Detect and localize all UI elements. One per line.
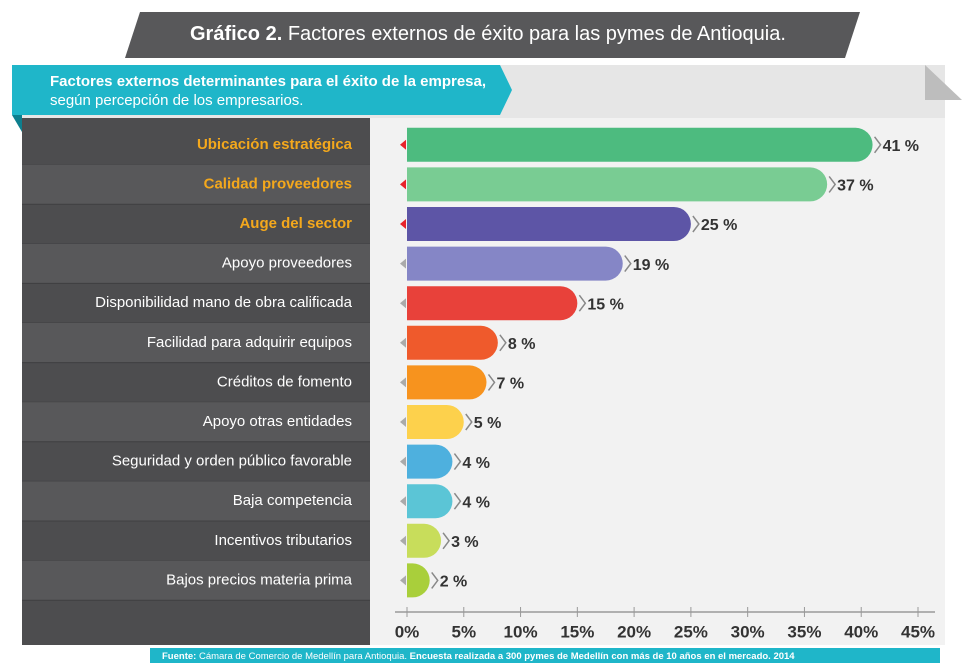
value-label: 5 %: [474, 415, 502, 432]
label-chevron: [578, 294, 587, 312]
value-label: 8 %: [508, 336, 536, 353]
category-label: Apoyo proveedores: [222, 255, 352, 272]
row-marker: [400, 258, 406, 269]
category-label: Disponibilidad mano de obra calificada: [95, 294, 352, 311]
row-marker: [400, 535, 406, 546]
value-label: 41 %: [883, 138, 919, 155]
row-stripe: [22, 323, 370, 363]
x-tick-label: 15%: [560, 622, 594, 641]
row-marker: [400, 139, 406, 150]
label-chevron: [487, 373, 496, 391]
category-label: Apoyo otras entidades: [203, 413, 352, 430]
bar: [407, 523, 442, 558]
value-label: 7 %: [496, 376, 524, 393]
row-marker: [400, 179, 406, 190]
row-marker: [400, 337, 406, 348]
x-tick-label: 40%: [844, 622, 878, 641]
category-label: Ubicación estratégica: [197, 136, 353, 153]
x-tick-label: 30%: [731, 622, 765, 641]
label-chevron: [692, 215, 700, 233]
chart-title: Gráfico 2. Factores externos de éxito pa…: [190, 23, 786, 45]
value-label: 25 %: [701, 217, 737, 234]
source-text: Cámara de Comercio de Medellín para Anti…: [199, 651, 407, 662]
source-bold: Fuente:: [162, 651, 196, 662]
label-panel: [22, 118, 370, 645]
subtitle-fold: [12, 115, 22, 132]
bar: [407, 167, 828, 202]
x-tick-label: 35%: [787, 622, 821, 641]
subtitle-bold: Factores externos determinantes para el …: [50, 73, 486, 90]
bar: [407, 286, 578, 321]
label-chevron: [442, 532, 451, 550]
label-chevron: [873, 136, 882, 154]
value-label: 15 %: [587, 296, 623, 313]
subtitle: según percepción de los empresarios.: [50, 92, 303, 109]
row-marker: [400, 496, 406, 507]
x-tick-label: 0%: [395, 622, 420, 641]
row-stripe: [22, 560, 370, 601]
x-tick-label: 45%: [901, 622, 935, 641]
value-label: 37 %: [837, 178, 873, 195]
label-chevron: [453, 492, 462, 510]
category-label: Seguridad y orden público favorable: [112, 453, 352, 470]
row-marker: [400, 219, 406, 229]
value-label: 2 %: [440, 574, 468, 591]
source: Fuente: Cámara de Comercio de Medellín p…: [162, 651, 795, 662]
row-stripe: [22, 481, 370, 521]
bar: [407, 444, 453, 479]
label-chevron: [828, 175, 837, 193]
label-chevron: [624, 255, 632, 273]
row-marker: [400, 298, 406, 309]
source-bar: [150, 648, 940, 663]
bar: [407, 484, 453, 519]
x-tick-label: 20%: [617, 622, 651, 641]
category-label: Baja competencia: [233, 492, 353, 509]
label-chevron: [453, 453, 462, 471]
x-tick-label: 25%: [674, 622, 708, 641]
row-marker: [400, 377, 406, 388]
bar: [407, 127, 873, 162]
bar: [407, 246, 623, 281]
title-text: Factores externos de éxito para las pyme…: [288, 23, 786, 45]
label-chevron: [499, 334, 507, 352]
category-label: Calidad proveedores: [204, 175, 352, 192]
row-marker: [400, 456, 406, 467]
category-label: Créditos de fomento: [217, 373, 352, 390]
bar: [407, 365, 487, 400]
category-label: Bajos precios materia prima: [166, 571, 353, 588]
corner-fold: [925, 65, 962, 100]
title-bold: Gráfico 2.: [190, 23, 282, 45]
title-banner: [125, 12, 860, 58]
row-marker: [400, 575, 406, 586]
label-chevron: [465, 413, 473, 431]
row-marker: [400, 417, 406, 427]
x-tick-label: 10%: [504, 622, 538, 641]
value-label: 4 %: [462, 494, 490, 511]
category-label: Auge del sector: [239, 215, 352, 232]
row-stripe: [22, 164, 370, 205]
source-note: Encuesta realizada a 300 pymes de Medell…: [410, 651, 796, 662]
x-tick-label: 5%: [451, 622, 476, 641]
label-chevron: [431, 571, 439, 589]
value-label: 19 %: [633, 257, 669, 274]
bar: [407, 563, 430, 598]
bar: [407, 325, 498, 360]
bar: [407, 405, 464, 439]
category-label: Incentivos tributarios: [214, 532, 352, 549]
value-label: 4 %: [462, 455, 490, 472]
category-label: Facilidad para adquirir equipos: [147, 334, 352, 351]
row-stripe: [22, 243, 370, 284]
value-label: 3 %: [451, 534, 479, 551]
subtitle-banner: [12, 65, 512, 115]
bar: [407, 207, 691, 241]
row-stripe: [22, 402, 370, 442]
